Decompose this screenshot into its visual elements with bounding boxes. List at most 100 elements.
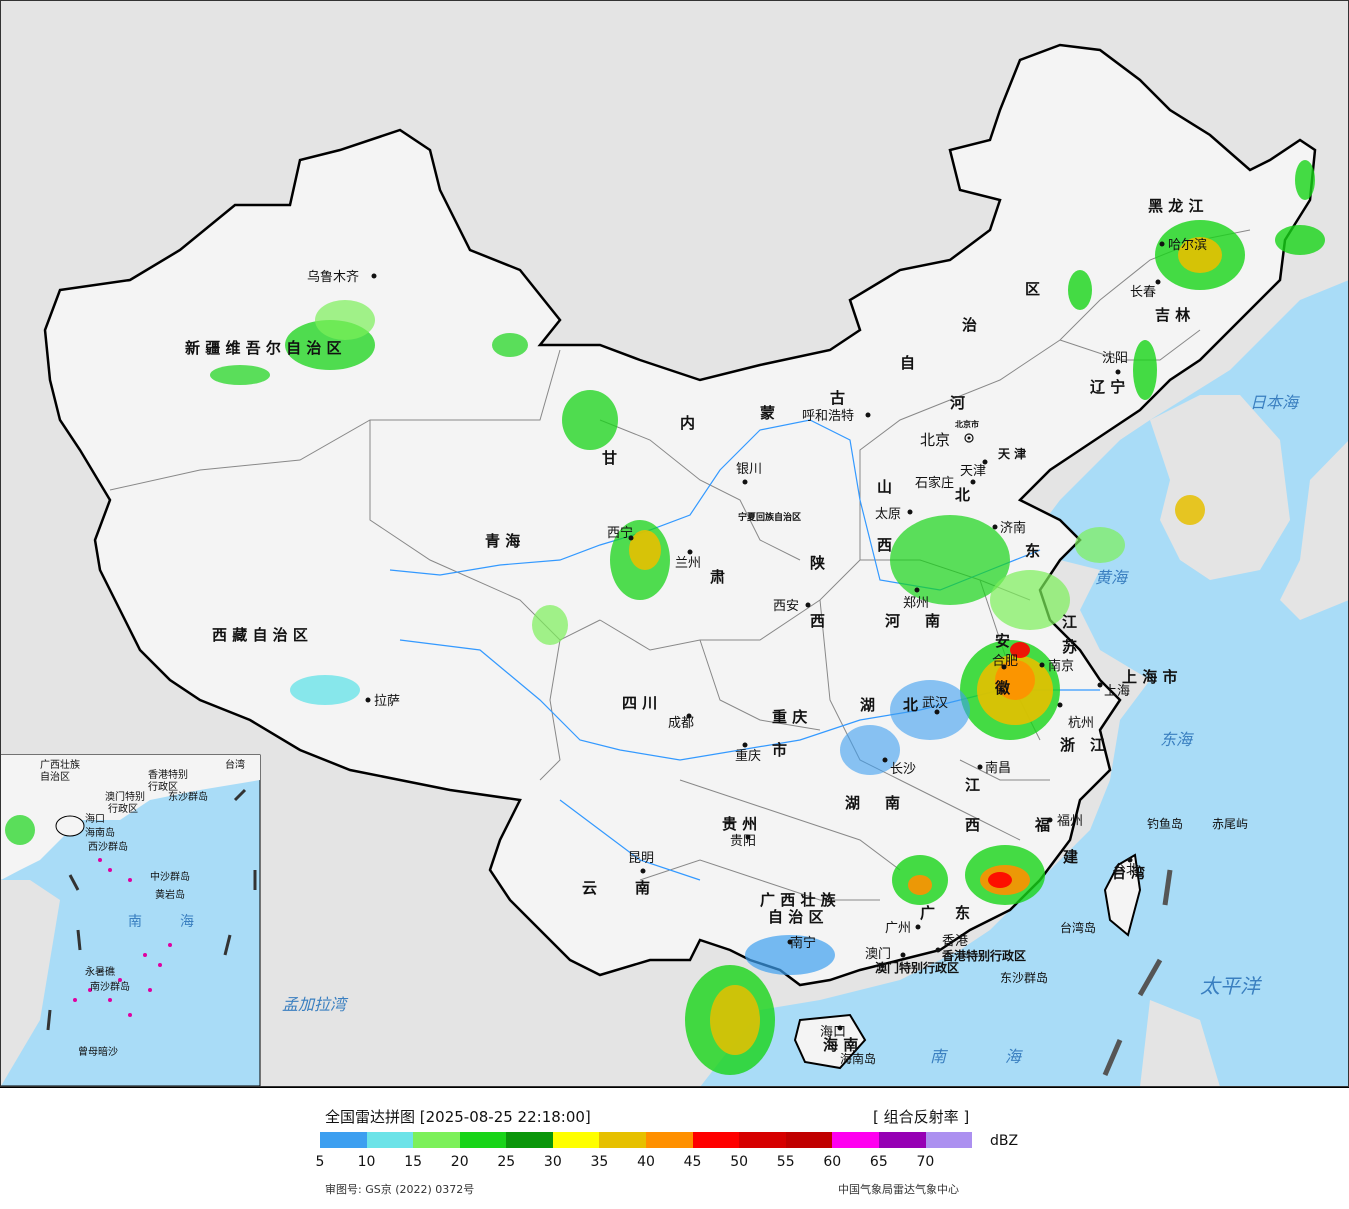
legend-tick-label: 10: [357, 1154, 376, 1170]
city-jinan: 济南: [1000, 520, 1026, 536]
city-urumqi: 乌鲁木齐: [307, 269, 359, 285]
province-xi3: 西: [965, 816, 980, 834]
city-chongqing: 重庆: [735, 748, 761, 764]
legend-tick-label: 45: [683, 1154, 702, 1170]
province-zhe: 浙: [1060, 736, 1075, 754]
radar-map: 日本海 黄海 东海 太平洋 南 海 孟加拉湾 新 疆 维 吾 尔 自 治 区 西…: [0, 0, 1349, 1087]
province-he2: 河: [885, 612, 900, 630]
radar-echoes: [210, 160, 1325, 1075]
island-labels: 钓鱼岛 赤尾屿 台湾岛 海南岛 东沙群岛: [840, 816, 1248, 1066]
review-number: 审图号: GS京 (2022) 0372号: [325, 1183, 475, 1196]
province-meng: 蒙: [760, 404, 775, 422]
inset-island-nansha: 南沙群岛: [90, 980, 130, 993]
province-qinghai: 青 海: [485, 532, 520, 550]
inset-island-yongshujiao: 永暑礁: [85, 965, 115, 978]
legend-swatch: [320, 1132, 367, 1148]
province-labels: 新 疆 维 吾 尔 自 治 区 西 藏 自 治 区 青 海 甘 肃 内 蒙 古 …: [185, 197, 1203, 1054]
city-hefei: 合肥: [992, 654, 1018, 669]
city-chengdu: 成都: [668, 716, 694, 731]
city-wuhan: 武汉: [922, 696, 948, 711]
legend-title: 全国雷达拼图 [2025-08-25 22:18:00]: [325, 1108, 591, 1126]
city-fuzhou: 福州: [1057, 814, 1083, 829]
maritime-boundary: [1102, 869, 1173, 1076]
korea-land: [1150, 395, 1290, 580]
province-nei: 内: [680, 414, 695, 432]
legend-tick-label: 25: [497, 1154, 516, 1170]
province-shan1: 山: [877, 478, 892, 496]
province-xinjiang: 新 疆 维 吾 尔 自 治 区: [185, 339, 342, 357]
legend-panel: 全国雷达拼图 [2025-08-25 22:18:00] [ 组合反射率 ] 5…: [0, 1087, 1349, 1209]
inset-label-xingzhengqu2: 行政区: [108, 802, 138, 815]
province-gan: 甘: [602, 449, 617, 467]
province-fu: 福: [1034, 816, 1050, 834]
legend-swatch: [832, 1132, 879, 1148]
province-dong2: 东: [955, 904, 970, 922]
city-zhengzhou: 郑州: [903, 596, 929, 611]
province-guangxi-zizhiqu: 自 治 区: [768, 908, 823, 926]
sea-label-nan: 南: [930, 1047, 949, 1066]
inset-label-haikou: 海口: [85, 812, 105, 825]
province-hu1: 湖: [860, 696, 875, 714]
island-hainandao: 海南岛: [840, 1051, 876, 1066]
inset-label-xianggang: 香港特别: [148, 769, 188, 781]
province-jiang3: 江: [1062, 613, 1077, 631]
province-jiang2: 江: [1090, 736, 1105, 754]
legend-swatch: [459, 1132, 507, 1148]
island-diaoyudao: 钓鱼岛: [1147, 816, 1183, 831]
province-jilin: 吉 林: [1155, 306, 1191, 324]
inset-island-zengmuansha: 曾母暗沙: [78, 1045, 118, 1058]
city-guangzhou: 广州: [885, 921, 911, 936]
province-sichuan: 四 川: [622, 694, 657, 712]
inset-label-hainan: 海南岛: [85, 826, 115, 839]
legend-swatch: [785, 1132, 833, 1148]
legend-tick-label: 20: [450, 1154, 469, 1170]
legend-tick-label: 65: [869, 1154, 888, 1170]
sea-label-taipingyang: 太平洋: [1200, 974, 1262, 998]
legend-tick-label: 15: [404, 1154, 423, 1170]
city-aomen: 澳门: [865, 946, 891, 962]
city-changsha: 长沙: [890, 762, 916, 777]
legend-product: [ 组合反射率 ]: [873, 1108, 970, 1126]
province-xi2: 西: [810, 612, 825, 630]
legend-unit: dBZ: [990, 1133, 1019, 1149]
province-hainan: 海 南: [823, 1036, 858, 1054]
province-dong: 东: [1025, 542, 1040, 560]
legend-tick-label: 5: [315, 1154, 325, 1170]
province-su2: 苏: [1062, 638, 1077, 656]
legend-swatch: [366, 1132, 414, 1148]
city-taiyuan: 太原: [875, 507, 901, 522]
south-china-sea-inset: 广西壮族 自治区 香港特别 行政区 澳门特别 行政区 台湾 海口 海南岛 东沙群…: [0, 754, 261, 1087]
sea-label-mengjialawan: 孟加拉湾: [282, 995, 349, 1014]
province-heilongjiang: 黑 龙 江: [1148, 197, 1203, 215]
city-nanchang: 南昌: [985, 760, 1011, 776]
legend-tick-label: 40: [637, 1154, 655, 1170]
inset-island-xisha: 西沙群岛: [88, 840, 128, 853]
province-guangxi: 广 西 壮 族: [760, 891, 837, 909]
city-shanghai: 上海: [1104, 684, 1130, 699]
province-an: 安: [995, 632, 1010, 650]
sea-labels: 日本海 黄海 东海 太平洋 南 海 孟加拉湾: [282, 393, 1300, 1066]
legend-tick-label: 35: [590, 1154, 609, 1170]
province-taiwan: 台 湾: [1112, 865, 1145, 882]
province-ningxia: 宁夏回族自治区: [738, 511, 801, 523]
city-nanning: 南宁: [790, 935, 816, 951]
inset-label-zizhiqu: 自治区: [40, 770, 70, 783]
city-lhasa: 拉萨: [374, 694, 400, 709]
japan-land: [1280, 440, 1349, 620]
province-nan2: 南: [885, 794, 900, 812]
legend-tick-label: 55: [776, 1154, 795, 1170]
province-hui: 徽: [994, 679, 1011, 697]
city-xianggang: 香港: [942, 934, 968, 949]
province-su: 肃: [710, 568, 725, 586]
legend-tick-label: 30: [543, 1154, 562, 1170]
province-bei1: 北: [955, 486, 970, 504]
legend-swatch: [739, 1132, 786, 1148]
inset-label-taiwan: 台湾: [225, 758, 245, 771]
city-shenyang: 沈阳: [1102, 351, 1128, 366]
sea-label-huanghai: 黄海: [1095, 568, 1129, 587]
legend-swatch: [506, 1132, 553, 1148]
province-nan3: 南: [635, 879, 650, 897]
province-zi: 自: [900, 354, 915, 372]
province-shaan: 陕: [810, 554, 825, 572]
city-tianjin: 天津: [960, 464, 986, 479]
